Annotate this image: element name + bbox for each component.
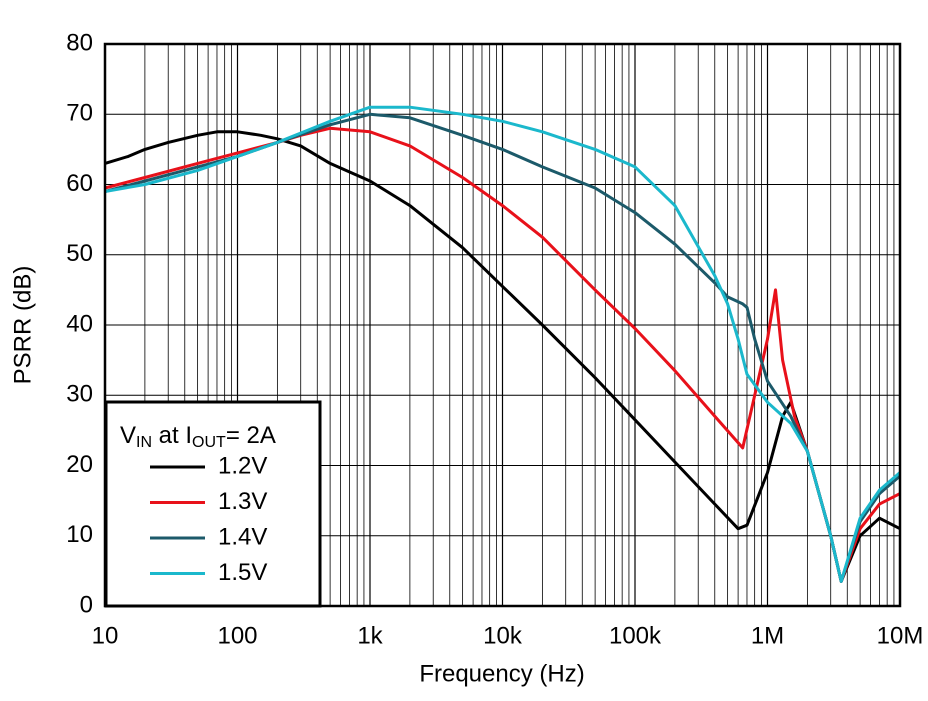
legend-title-part: V: [120, 422, 136, 449]
y-tick-label: 60: [66, 170, 93, 197]
y-tick-label: 40: [66, 310, 93, 337]
x-tick-label: 10k: [483, 622, 523, 649]
y-tick-label: 10: [66, 521, 93, 548]
legend-title-part: = 2A: [226, 422, 276, 449]
y-tick-label: 50: [66, 240, 93, 267]
legend-title-part: IN: [136, 434, 152, 451]
x-tick-label: 100: [217, 622, 257, 649]
legend-label: 1.2V: [218, 452, 267, 479]
legend-title-part: OUT: [192, 434, 226, 451]
x-tick-label: 10: [92, 622, 119, 649]
y-tick-label: 20: [66, 451, 93, 478]
plot-frame: [103, 42, 902, 608]
x-tick-label: 1M: [751, 622, 784, 649]
legend-title: VIN at IOUT= 2A: [120, 422, 276, 451]
legend-box: [104, 400, 322, 608]
y-tick-label: 80: [66, 29, 93, 56]
x-tick-label: 10M: [877, 622, 924, 649]
legend-label: 1.4V: [218, 523, 267, 550]
x-tick-label: 1k: [357, 622, 383, 649]
legend-title-part: at I: [152, 422, 192, 449]
y-tick-label: 0: [80, 591, 93, 618]
x-axis-label: Frequency (Hz): [419, 660, 584, 687]
x-tick-label: 100k: [609, 622, 662, 649]
legend-label: 1.3V: [218, 488, 267, 515]
y-tick-label: 70: [66, 100, 93, 127]
series-line: [104, 105, 901, 583]
y-tick-label: 30: [66, 381, 93, 408]
legend-label: 1.5V: [218, 559, 267, 586]
y-axis-label: PSRR (dB): [9, 266, 36, 385]
